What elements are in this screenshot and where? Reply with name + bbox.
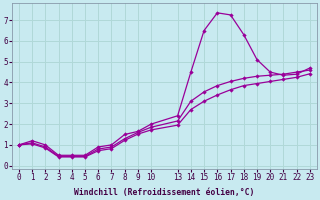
X-axis label: Windchill (Refroidissement éolien,°C): Windchill (Refroidissement éolien,°C) (74, 188, 255, 197)
